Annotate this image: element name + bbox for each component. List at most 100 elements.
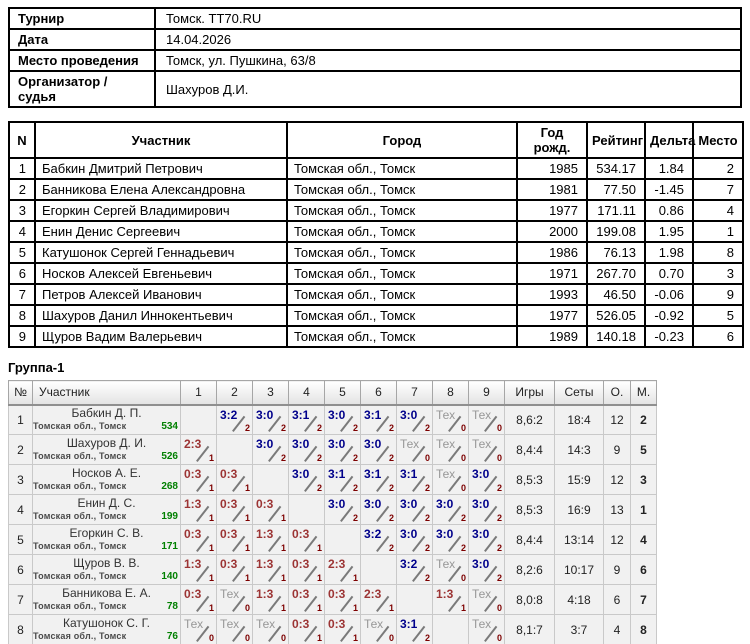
score-text: 3:1	[400, 467, 418, 481]
result-cell: Тех 0	[216, 614, 253, 644]
participant-rating: 76.13	[586, 241, 646, 264]
score-points: 2	[460, 513, 466, 523]
result-cell: 1:3 1	[252, 584, 289, 615]
column-header-num: №	[8, 380, 33, 406]
participant-delta: -0.92	[644, 304, 694, 327]
member-rating: 526	[161, 451, 178, 462]
participant-place: 4	[692, 199, 744, 222]
result-cell: 0:3 1	[180, 464, 217, 495]
member-rating: 78	[166, 601, 178, 612]
result-cell: 0:3 1	[324, 614, 361, 644]
games-cell: 8,4:4	[504, 434, 555, 465]
member-name: Щуров В. В.	[73, 556, 140, 570]
participant-year: 1971	[516, 262, 588, 285]
participant-city: Томская обл., Томск	[286, 304, 518, 327]
group-row: 3 Носков А. Е. Томская обл., Томск 268 0:3 1 0…	[8, 464, 657, 495]
member-rating: 199	[161, 511, 178, 522]
score-points: 1	[388, 603, 394, 613]
result-cell: 0:3 1	[216, 554, 253, 585]
place-cell: 3	[630, 464, 657, 495]
result-cell: 0:3 1	[324, 584, 361, 615]
score-text: 3:0	[472, 557, 490, 571]
column-header-round: 9	[468, 380, 505, 406]
participant-rating: 267.70	[586, 262, 646, 285]
result-cell: 0:3 1	[288, 524, 325, 555]
sets-cell: 14:3	[554, 434, 604, 465]
score-text: Тех	[364, 617, 384, 631]
games-cell: 8,0:8	[504, 584, 555, 615]
column-header-round: 3	[252, 380, 289, 406]
result-cell: 3:1 2	[288, 404, 325, 435]
self-cell	[252, 464, 289, 495]
info-value: Шахуров Д.И.	[154, 70, 742, 108]
score-text: 3:0	[328, 407, 346, 422]
score-points: 1	[208, 573, 214, 583]
score-points: 2	[496, 483, 502, 493]
place-cell: 1	[630, 494, 657, 525]
group-row: 7 Банникова Е. А. Томская обл., Томск 78 0:3…	[8, 584, 657, 615]
participant-place: 1	[692, 220, 744, 243]
column-header: Место	[692, 121, 744, 159]
participant-place: 5	[692, 304, 744, 327]
result-cell: 3:1 2	[360, 404, 397, 435]
participant-year: 1986	[516, 241, 588, 264]
result-cell: 2:3 1	[180, 434, 217, 465]
score-text: 3:0	[256, 437, 274, 451]
result-cell: 3:0 2	[432, 494, 469, 525]
place-cell: 7	[630, 584, 657, 615]
participant-number: 1	[8, 157, 36, 180]
score-text: 3:0	[256, 407, 274, 422]
score-points: 1	[208, 453, 214, 463]
participant-number: 7	[8, 283, 36, 306]
score-text: 3:0	[472, 527, 490, 541]
row-number: 3	[8, 464, 33, 495]
table-row: 2 Банникова Елена Александровна Томская об…	[8, 178, 744, 201]
participant-number: 5	[8, 241, 36, 264]
column-header-sets: Сеты	[554, 380, 604, 406]
score-points: 0	[496, 603, 502, 613]
score-text: Тех	[220, 617, 240, 631]
result-cell: 3:0 2	[396, 494, 433, 525]
result-cell: 1:3 1	[180, 494, 217, 525]
participant-delta: 1.98	[644, 241, 694, 264]
score-text: 1:3	[256, 527, 274, 541]
score-points: 0	[388, 633, 394, 643]
member-cell: Катушонок С. Г. Томская обл., Томск 76	[32, 614, 181, 644]
score-points: 2	[388, 453, 394, 463]
score-points: 2	[280, 423, 286, 433]
score-points: 2	[352, 483, 358, 493]
info-row: Турнир Томск. TT70.RU	[8, 7, 742, 30]
sets-cell: 13:14	[554, 524, 604, 555]
participant-delta: 0.86	[644, 199, 694, 222]
table-row: 1 Бабкин Дмитрий Петрович Томская обл., То…	[8, 157, 744, 180]
self-cell	[288, 494, 325, 525]
score-text: Тех	[436, 557, 456, 571]
participant-delta: 0.70	[644, 262, 694, 285]
result-cell: Тех 0	[432, 464, 469, 495]
member-name: Банникова Е. А.	[62, 586, 151, 600]
place-cell: 4	[630, 524, 657, 555]
column-header-points: О.	[603, 380, 631, 406]
member-cell: Шахуров Д. И. Томская обл., Томск 526	[32, 434, 181, 465]
participant-year: 1977	[516, 304, 588, 327]
column-header-round: 2	[216, 380, 253, 406]
participant-city: Томская обл., Томск	[286, 325, 518, 348]
self-cell	[180, 404, 217, 435]
score-text: Тех	[472, 407, 492, 422]
score-text: 1:3	[256, 587, 274, 601]
participant-number: 2	[8, 178, 36, 201]
member-region: Томская обл., Томск	[33, 601, 127, 611]
score-text: 3:0	[400, 497, 418, 511]
participant-delta: -0.23	[644, 325, 694, 348]
result-cell: 3:0 2	[324, 404, 361, 435]
participant-number: 8	[8, 304, 36, 327]
score-points: 1	[352, 603, 358, 613]
score-text: 0:3	[220, 467, 238, 481]
participant-city: Томская обл., Томск	[286, 241, 518, 264]
score-points: 2	[316, 483, 322, 493]
result-cell: 1:3 1	[252, 554, 289, 585]
member-rating: 76	[166, 631, 178, 642]
result-cell: 3:1 2	[324, 464, 361, 495]
score-text: Тех	[472, 587, 492, 601]
